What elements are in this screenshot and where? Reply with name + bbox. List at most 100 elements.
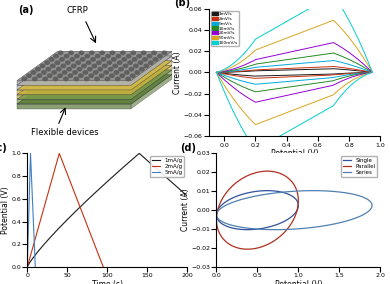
Text: CFRP: CFRP — [67, 5, 89, 14]
Polygon shape — [131, 56, 172, 90]
Circle shape — [87, 67, 93, 72]
Single — [236, 194, 241, 197]
Single — [214, 213, 219, 217]
2mA/g — [36, 225, 41, 228]
2mA/g — [72, 190, 76, 193]
Series — [362, 213, 366, 216]
Circle shape — [42, 77, 48, 82]
1mA/g — [265, 265, 269, 269]
Circle shape — [148, 60, 154, 65]
Circle shape — [113, 70, 119, 75]
Circle shape — [115, 77, 121, 82]
5mA/g — [29, 172, 34, 176]
Circle shape — [138, 60, 144, 65]
Parallel — [245, 247, 250, 251]
Circle shape — [151, 51, 157, 55]
Polygon shape — [17, 104, 131, 108]
Circle shape — [157, 54, 163, 59]
Circle shape — [134, 70, 140, 75]
Text: (c): (c) — [0, 143, 7, 153]
Circle shape — [66, 67, 72, 72]
Circle shape — [99, 51, 105, 55]
Circle shape — [86, 60, 92, 65]
Circle shape — [133, 64, 139, 68]
2mA/g — [101, 265, 106, 269]
2mA/g — [25, 265, 30, 269]
Circle shape — [49, 57, 55, 62]
5mA/g — [30, 190, 34, 193]
1mA/g — [126, 161, 131, 164]
Circle shape — [65, 60, 71, 65]
Circle shape — [124, 70, 130, 75]
Circle shape — [119, 73, 125, 78]
Circle shape — [55, 60, 60, 65]
Circle shape — [53, 77, 58, 82]
Circle shape — [125, 77, 131, 82]
Circle shape — [88, 73, 94, 78]
Text: (a): (a) — [18, 5, 34, 14]
Circle shape — [106, 60, 112, 65]
5mA/g — [25, 265, 30, 269]
Parallel — [236, 179, 241, 183]
Circle shape — [82, 70, 88, 75]
2mA/g — [41, 207, 46, 210]
Circle shape — [26, 73, 32, 78]
Series — [214, 213, 219, 217]
Single — [292, 213, 296, 216]
Circle shape — [161, 51, 167, 55]
Circle shape — [78, 51, 84, 55]
Polygon shape — [17, 81, 131, 85]
1mA/g — [180, 190, 185, 193]
1mA/g — [137, 152, 142, 155]
X-axis label: Potential (V): Potential (V) — [275, 280, 322, 284]
Single — [288, 216, 293, 219]
Circle shape — [105, 77, 110, 82]
Circle shape — [47, 73, 53, 78]
Circle shape — [122, 64, 128, 68]
Text: Flexible devices: Flexible devices — [31, 128, 98, 137]
Series — [311, 189, 316, 192]
Circle shape — [50, 64, 56, 68]
Parallel — [214, 218, 219, 221]
Polygon shape — [17, 60, 172, 90]
Circle shape — [71, 64, 76, 68]
Circle shape — [102, 64, 108, 68]
Parallel — [242, 176, 246, 179]
Legend: Single, Parallel, Series: Single, Parallel, Series — [341, 156, 378, 177]
Parallel — [292, 217, 296, 220]
Circle shape — [95, 54, 101, 59]
Polygon shape — [17, 90, 131, 95]
Series — [214, 213, 219, 217]
5mA/g — [28, 162, 32, 166]
Polygon shape — [131, 75, 172, 108]
Circle shape — [103, 70, 109, 75]
X-axis label: Potential (V): Potential (V) — [271, 149, 318, 158]
Circle shape — [110, 51, 115, 55]
Circle shape — [32, 77, 38, 82]
Circle shape — [60, 64, 66, 68]
5mA/g — [26, 225, 31, 228]
Single — [285, 192, 290, 196]
Circle shape — [73, 77, 79, 82]
Circle shape — [96, 60, 102, 65]
Circle shape — [98, 67, 103, 72]
X-axis label: Time (s): Time (s) — [92, 280, 123, 284]
Series — [273, 228, 278, 231]
Circle shape — [141, 51, 147, 55]
Series — [255, 194, 260, 197]
Single — [242, 192, 246, 195]
Circle shape — [78, 73, 84, 78]
Circle shape — [152, 57, 158, 62]
Polygon shape — [17, 56, 172, 85]
Circle shape — [121, 57, 127, 62]
Circle shape — [72, 70, 78, 75]
Circle shape — [69, 57, 75, 62]
Single — [245, 228, 250, 231]
Line: Single: Single — [216, 191, 298, 230]
2mA/g — [65, 172, 69, 176]
Polygon shape — [131, 70, 172, 104]
Line: 5mA/g: 5mA/g — [27, 153, 35, 267]
Circle shape — [62, 70, 67, 75]
Polygon shape — [17, 51, 172, 81]
Circle shape — [51, 70, 57, 75]
